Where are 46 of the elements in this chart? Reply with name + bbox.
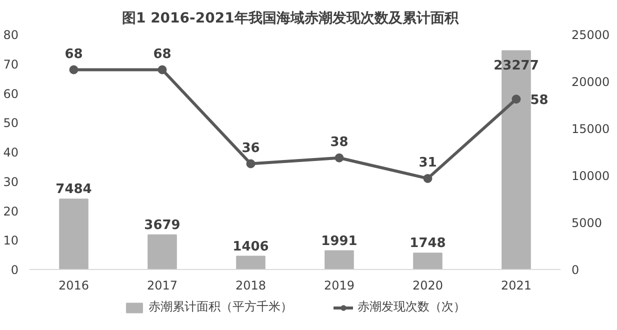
y-tick-label: 20 bbox=[3, 204, 19, 218]
x-tick-label: 2021 bbox=[500, 278, 532, 292]
y2-tick-label: 0 bbox=[572, 263, 580, 277]
data-label: 38 bbox=[330, 134, 348, 150]
bar bbox=[324, 250, 354, 270]
x-tick-label: 2016 bbox=[58, 278, 90, 292]
bar bbox=[148, 234, 177, 270]
x-tick-label: 2020 bbox=[412, 278, 444, 292]
y2-tick-label: 10000 bbox=[572, 169, 610, 183]
y-tick-label: 50 bbox=[3, 116, 19, 130]
point bbox=[423, 174, 432, 183]
y-tick-label: 60 bbox=[3, 86, 19, 101]
legend-label: 赤潮发现次数（次） bbox=[358, 298, 466, 316]
data-label: 1748 bbox=[410, 236, 446, 252]
y2-tick-label: 25000 bbox=[572, 28, 610, 42]
data-label: 1991 bbox=[321, 234, 358, 249]
y-tick-label: 80 bbox=[3, 28, 19, 42]
y-tick-label: 70 bbox=[3, 57, 19, 72]
data-label: 1406 bbox=[232, 239, 269, 254]
x-tick-label: 2019 bbox=[324, 278, 355, 292]
y-tick-label: 10 bbox=[3, 234, 19, 248]
y2-tick-label: 20000 bbox=[572, 75, 610, 89]
data-label: 68 bbox=[64, 46, 83, 62]
point bbox=[158, 65, 167, 74]
legend-label: 赤潮累计面积（平方千米） bbox=[148, 298, 292, 316]
y2-tick-label: 5000 bbox=[572, 216, 602, 230]
x-tick-label: 2018 bbox=[235, 278, 266, 292]
data-label: 36 bbox=[242, 140, 260, 156]
chart-title: 图1 2016-2021年我国海域赤潮发现次数及累计面积 bbox=[122, 10, 460, 26]
data-label: 31 bbox=[418, 155, 437, 170]
point bbox=[512, 94, 521, 104]
y2-tick-label: 15000 bbox=[572, 122, 610, 136]
data-label: 7484 bbox=[56, 182, 92, 198]
bar bbox=[236, 256, 266, 270]
data-label: 3679 bbox=[144, 218, 180, 233]
y-tick-label: 40 bbox=[3, 146, 19, 160]
bar bbox=[413, 252, 442, 270]
y-tick-label: 30 bbox=[3, 174, 19, 189]
point bbox=[69, 65, 78, 74]
data-label: 58 bbox=[530, 93, 548, 108]
x-tick-label: 2017 bbox=[146, 278, 178, 292]
point bbox=[246, 159, 256, 168]
point bbox=[334, 153, 344, 162]
bar bbox=[59, 198, 88, 270]
y-tick-label: 0 bbox=[10, 263, 19, 277]
data-label: 68 bbox=[153, 46, 172, 62]
